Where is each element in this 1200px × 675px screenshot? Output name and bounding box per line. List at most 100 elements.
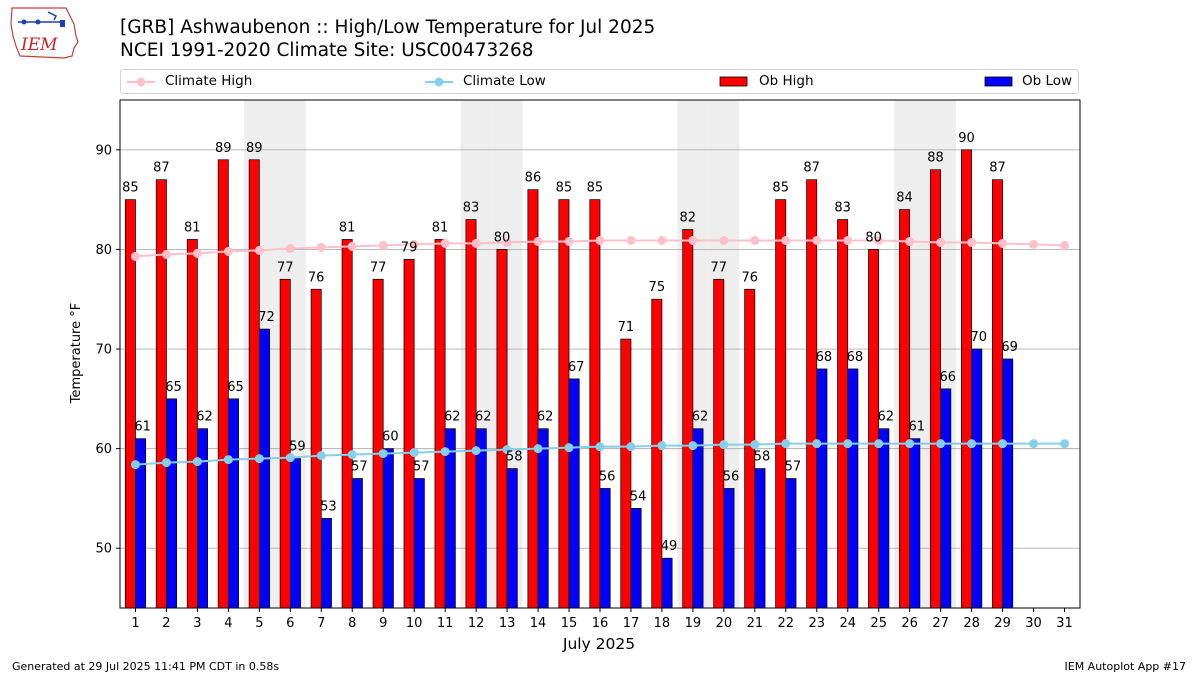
ob-high-value-16: 85 — [587, 181, 604, 196]
ob-high-bar-28 — [961, 149, 972, 609]
bar-value-labels: 85 61 87 65 81 62 89 65 89 72 77 59 76 53 81 57 77 60 79 57… — [122, 131, 1018, 554]
x-tick-label-2: 2 — [162, 616, 170, 631]
ob-low-value-17: 54 — [630, 489, 647, 504]
x-tick-label-13: 13 — [499, 616, 516, 631]
ob-high-value-13: 80 — [494, 230, 511, 245]
climate-low-point-12 — [471, 446, 481, 456]
legend: Climate High Climate Low Ob High Ob Low — [120, 69, 1079, 94]
ob-high-value-23: 87 — [803, 161, 820, 176]
ob-high-bar-25 — [868, 249, 880, 609]
x-tick-label-20: 20 — [716, 616, 733, 631]
ob-high-bar-18 — [651, 298, 663, 609]
ob-low-value-1: 61 — [134, 420, 151, 435]
climate-high-point-17 — [626, 235, 636, 245]
ob-low-bar-9 — [382, 448, 394, 609]
ob-low-value-3: 62 — [196, 410, 213, 425]
ob-low-bar-13 — [506, 468, 518, 609]
climate-high-point-27 — [936, 237, 946, 247]
x-tick-label-9: 9 — [379, 616, 387, 631]
x-tick-label-29: 29 — [994, 616, 1011, 631]
x-tick-label-18: 18 — [654, 616, 671, 631]
ob-high-value-18: 75 — [649, 280, 666, 295]
ob-high-bar-20 — [713, 278, 725, 609]
ob-low-bar-12 — [475, 428, 487, 609]
ob-low-bar-23 — [816, 368, 828, 609]
ob-high-bar-29 — [992, 179, 1003, 609]
ob-low-bar-18 — [661, 557, 673, 609]
ob-low-bar-29 — [1002, 358, 1014, 609]
ob-low-bar-4 — [228, 398, 239, 609]
climate-low-point-19 — [688, 441, 698, 451]
ob-high-value-22: 85 — [772, 181, 789, 196]
weekend-shade-day-12 — [460, 100, 492, 608]
x-axis-label: July 2025 — [562, 635, 635, 653]
ob-high-value-17: 71 — [618, 320, 635, 335]
climate-low-point-22 — [781, 439, 791, 449]
ob-low-value-18: 49 — [661, 539, 678, 554]
y-tick-label-80: 80 — [95, 243, 112, 258]
x-tick-label-10: 10 — [406, 616, 423, 631]
ob-low-value-26: 61 — [909, 420, 926, 435]
legend-climate-high-label: Climate High — [165, 73, 253, 89]
ob-low-bar-2 — [166, 398, 178, 609]
legend-ob-low-label: Ob Low — [1022, 73, 1073, 89]
ob-high-value-24: 83 — [834, 201, 851, 216]
weekend-shade-day-5 — [243, 100, 275, 608]
ob-low-bar-20 — [723, 488, 735, 609]
ob-low-bar-7 — [320, 518, 332, 609]
ob-low-bar-11 — [444, 428, 456, 609]
climate-low-point-23 — [812, 439, 822, 449]
chart-title: [GRB] Ashwaubenon :: High/Low Temperatur… — [120, 17, 656, 38]
climate-high-point-31 — [1060, 240, 1070, 250]
x-tick-label-26: 26 — [901, 616, 918, 631]
ob-low-value-9: 60 — [382, 430, 399, 445]
ob-high-bar-19 — [682, 229, 694, 609]
x-tick-label-1: 1 — [131, 616, 139, 631]
ob-high-value-1: 85 — [122, 181, 139, 196]
ob-high-value-25: 80 — [865, 230, 882, 245]
climate-high-point-8 — [347, 241, 357, 251]
climate-high-point-3 — [192, 248, 202, 258]
climate-low-point-11 — [440, 447, 450, 457]
x-tick-label-3: 3 — [193, 616, 201, 631]
x-tick-label-23: 23 — [809, 616, 826, 631]
climate-high-point-20 — [719, 235, 729, 245]
ob-low-value-23: 68 — [816, 350, 833, 365]
ob-high-value-14: 86 — [525, 171, 542, 186]
chart-subtitle: NCEI 1991-2020 Climate Site: USC00473268 — [120, 40, 534, 61]
climate-high-point-21 — [750, 235, 760, 245]
y-tick-label-50: 50 — [95, 542, 112, 557]
ob-low-bar-16 — [599, 488, 611, 609]
y-axis-label: Temperature °F — [69, 303, 84, 404]
ob-low-bar-10 — [413, 478, 425, 609]
climate-high-point-15 — [564, 236, 574, 246]
ob-high-bar-3 — [186, 239, 198, 609]
ob-low-value-11: 62 — [444, 410, 461, 425]
climate-high-point-10 — [409, 239, 419, 249]
ob-low-bar-8 — [351, 478, 363, 609]
x-tick-label-16: 16 — [592, 616, 609, 631]
ob-high-bar-22 — [775, 199, 787, 609]
climate-low-point-1 — [130, 460, 140, 470]
ob-low-value-13: 58 — [506, 450, 523, 465]
climate-low-point-20 — [719, 440, 729, 450]
climate-low-point-14 — [533, 444, 543, 454]
ob-high-value-21: 76 — [741, 270, 758, 285]
x-tick-label-4: 4 — [224, 616, 232, 631]
climate-high-point-12 — [471, 238, 481, 248]
climate-high-point-28 — [967, 237, 977, 247]
ob-low-value-27: 66 — [939, 370, 956, 385]
ob-low-bar-5 — [259, 328, 270, 609]
ob-low-value-2: 65 — [165, 380, 182, 395]
weekend-shade-day-19 — [677, 100, 709, 608]
ob-high-value-12: 83 — [463, 201, 480, 216]
ob-high-value-10: 79 — [401, 240, 418, 255]
climate-high-point-25 — [874, 235, 884, 245]
climate-low-point-27 — [936, 439, 946, 449]
ob-low-bar-3 — [197, 428, 208, 609]
climate-high-point-4 — [223, 246, 233, 256]
ob-high-value-6: 77 — [277, 260, 294, 275]
ob-low-value-8: 57 — [351, 460, 368, 475]
climate-low-point-25 — [874, 439, 884, 449]
